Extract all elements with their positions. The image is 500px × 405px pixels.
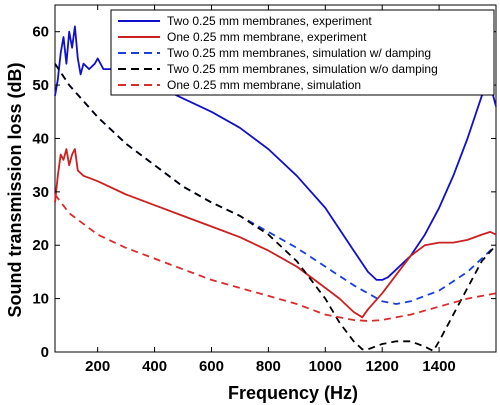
legend-label-1: Two 0.25 mm membranes, experiment xyxy=(167,14,372,28)
x-tick-label: 400 xyxy=(142,358,167,375)
x-tick-label: 1200 xyxy=(366,358,399,375)
series-line-5 xyxy=(54,193,497,322)
legend: Two 0.25 mm membranes, experiment One 0.2… xyxy=(110,9,495,96)
legend-label-4: Two 0.25 mm membranes, simulation w/o da… xyxy=(167,62,438,76)
y-tick-label: 10 xyxy=(32,291,49,308)
x-tick-label: 600 xyxy=(199,358,224,375)
legend-label-3: Two 0.25 mm membranes, simulation w/ dam… xyxy=(167,46,431,60)
y-tick-label: 0 xyxy=(41,344,49,361)
x-tick-label: 1400 xyxy=(422,358,455,375)
x-axis-ticks: 200 400 600 800 1000 1200 1400 xyxy=(85,5,456,375)
x-tick-label: 200 xyxy=(85,358,110,375)
y-tick-label: 40 xyxy=(32,130,49,147)
legend-box xyxy=(110,9,495,96)
y-tick-label: 50 xyxy=(32,77,49,94)
legend-label-5: One 0.25 mm membrane, simulation xyxy=(167,78,361,92)
y-axis-title: Sound transmission loss (dB) xyxy=(5,62,25,317)
x-axis-title: Frequency (Hz) xyxy=(228,383,358,403)
series-line-3 xyxy=(54,63,497,305)
x-tick-label: 1000 xyxy=(309,358,342,375)
plot-frame xyxy=(54,4,497,353)
series-line-2 xyxy=(54,148,497,319)
y-axis-ticks: 0 10 20 30 40 50 60 xyxy=(32,24,496,361)
y-tick-label: 60 xyxy=(32,24,49,41)
series-line-1 xyxy=(54,25,497,281)
legend-label-2: One 0.25 mm membrane, experiment xyxy=(167,30,367,44)
series-layer xyxy=(54,25,497,352)
y-tick-label: 30 xyxy=(32,184,49,201)
x-tick-label: 800 xyxy=(256,358,281,375)
series-line-4 xyxy=(54,63,497,352)
y-tick-label: 20 xyxy=(32,237,49,254)
